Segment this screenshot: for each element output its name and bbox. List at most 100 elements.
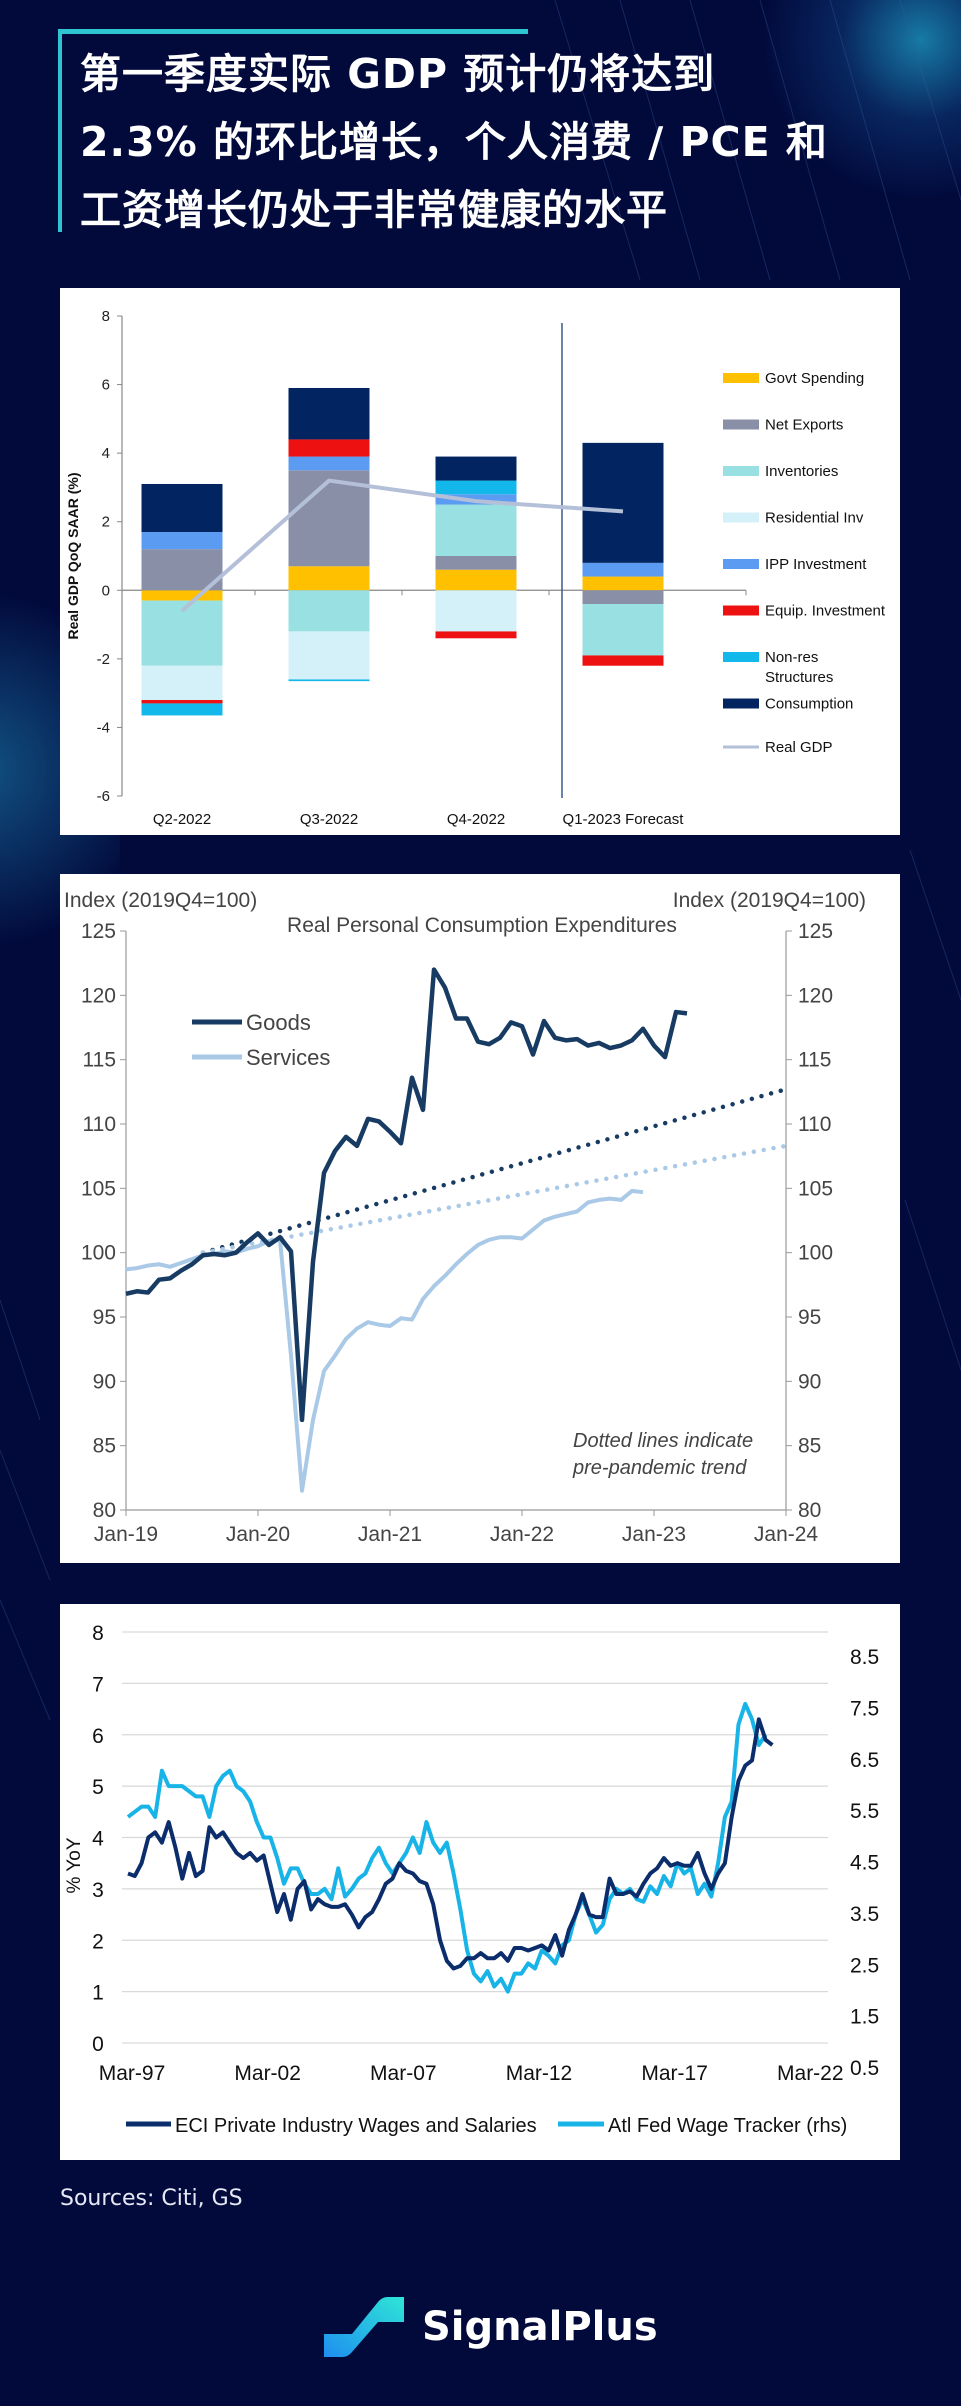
y-tick-label: 2 <box>102 514 110 531</box>
bar-segment-inventories <box>288 590 370 632</box>
bar-segment-govt-spending <box>582 576 664 591</box>
bar-segment-residential-inv <box>288 631 370 680</box>
y-tick-label-right: 100 <box>798 1242 833 1265</box>
y-tick-label-right: 1.5 <box>850 2006 879 2029</box>
bar-segment-govt-spending <box>141 590 223 601</box>
bar-segment-inventories <box>141 600 223 666</box>
legend-label-goods: Goods <box>246 1010 311 1035</box>
gdp-contributions-chart: 8 6 4 2 0 -2 -4 -6 Real GDP QoQ SAAR (%) Q2-2022 Q… <box>65 308 886 828</box>
services-line <box>125 1188 644 1493</box>
legend-swatch <box>723 512 759 523</box>
real-gdp-line <box>180 478 624 613</box>
y-tick-label-left: 7 <box>92 1673 104 1696</box>
legend-label: Govt Spending <box>765 370 864 387</box>
bar-segment-govt-spending <box>288 566 370 591</box>
legend-label: Non-res <box>765 649 818 666</box>
bar-segment-equip-investment <box>582 655 664 666</box>
y-tick-label-left: 80 <box>93 1499 116 1522</box>
bar-segment-non-res-structures <box>435 480 517 495</box>
bar-segment-net-exports <box>582 590 664 604</box>
bar-segment-ipp-investment <box>582 562 664 577</box>
y-axis-label-left: Index (2019Q4=100) <box>64 889 257 912</box>
header-accent-bar-top <box>58 29 528 34</box>
goods-line <box>125 967 688 1423</box>
y-tick-label-left: 4 <box>92 1828 104 1851</box>
legend-label-atl-fed: Atl Fed Wage Tracker (rhs) <box>608 2115 847 2137</box>
y-tick-label-right: 6.5 <box>850 1749 879 1772</box>
y-tick-label: 0 <box>102 582 110 599</box>
y-tick-label-right: 7.5 <box>850 1697 879 1720</box>
y-tick-label-right: 85 <box>798 1435 821 1458</box>
y-tick-label-right: 105 <box>798 1177 833 1200</box>
y-tick-label-right: 110 <box>798 1113 831 1136</box>
bar-segment-ipp-investment <box>141 532 223 550</box>
legend-label-services: Services <box>246 1045 330 1070</box>
legend-swatch <box>723 373 759 383</box>
header-accent-bar-left <box>58 29 62 232</box>
brand-logo: SignalPlus <box>322 2292 658 2362</box>
y-tick-label-left: 115 <box>83 1049 116 1072</box>
legend-label: IPP Investment <box>765 556 867 573</box>
bar-segment-consumption <box>582 442 664 563</box>
x-tick-label: Mar-02 <box>234 2062 301 2085</box>
y-tick-label-right: 115 <box>798 1049 831 1072</box>
bar-segment-residential-inv <box>141 665 223 700</box>
services-trend-dotted-line <box>200 1143 789 1255</box>
x-tick-label: Jan-23 <box>622 1523 686 1546</box>
y-tick-label-left: 110 <box>83 1113 116 1136</box>
y-tick-label-left: 120 <box>81 984 116 1007</box>
y-axis-label-right: Index (2019Q4=100) <box>673 889 866 912</box>
bar-segment-consumption <box>435 456 517 481</box>
y-axis-label: Real GDP QoQ SAAR (%) <box>65 473 81 640</box>
x-tick-label: Jan-22 <box>490 1523 554 1546</box>
bar-segment-non-res-structures <box>141 703 223 716</box>
legend-label-eci: ECI Private Industry Wages and Salaries <box>175 2115 537 2137</box>
x-tick-label: Q3-2022 <box>300 811 358 828</box>
legend-label: Real GDP <box>765 739 833 756</box>
page-title-line-2: 2.3% 的环比增长，个人消费 / PCE 和 <box>80 118 828 166</box>
y-tick-label-right: 0.5 <box>850 2057 879 2080</box>
bar-segment-equip-investment <box>435 631 517 639</box>
real-pce-chart: 125 125 120 120 115 115 110 110 105 105 100 100 95 95… <box>64 889 866 1546</box>
y-tick-label-left: 6 <box>92 1725 104 1748</box>
bar-segment-ipp-investment <box>288 456 370 471</box>
sources-note: Sources: Citi, GS <box>60 2186 243 2211</box>
atl-fed-wage-tracker-line <box>126 1701 768 1994</box>
bar-segment-net-exports <box>435 556 517 570</box>
legend-label: Consumption <box>765 696 853 713</box>
x-tick-label: Mar-12 <box>506 2062 573 2085</box>
x-tick-label: Jan-20 <box>226 1523 290 1546</box>
bar-segment-residential-inv <box>435 590 517 632</box>
y-tick-label-right: 2.5 <box>850 1954 879 1977</box>
x-tick-label: Jan-24 <box>754 1523 819 1546</box>
x-tick-label: Jan-19 <box>94 1523 158 1546</box>
legend-swatch <box>723 419 759 430</box>
y-tick-label-right: 5.5 <box>850 1800 879 1823</box>
bar-segment-inventories <box>435 504 517 556</box>
page-title-line-1: 第一季度实际 GDP 预计仍将达到 <box>80 50 716 98</box>
gdp-contributions-chart-panel: 8 6 4 2 0 -2 -4 -6 Real GDP QoQ SAAR (%) Q2-2022 Q… <box>60 288 900 835</box>
y-tick-label-right: 95 <box>798 1306 821 1329</box>
legend-swatch <box>723 605 759 616</box>
page-title: 第一季度实际 GDP 预计仍将达到 2.3% 的环比增长，个人消费 / PCE … <box>80 40 880 244</box>
bar-segment-consumption <box>141 484 223 532</box>
x-tick-label: Q2-2022 <box>153 811 211 828</box>
y-tick-label-left: 85 <box>93 1435 116 1458</box>
legend-swatch <box>723 466 759 476</box>
y-tick-label: -6 <box>97 788 110 805</box>
x-tick-label: Mar-17 <box>641 2062 708 2085</box>
x-tick-label: Q1-2023 Forecast <box>563 811 685 828</box>
y-tick-label-left: 105 <box>81 1177 116 1200</box>
y-tick-label-right: 3.5 <box>850 1903 879 1926</box>
x-tick-label: Jan-21 <box>358 1523 422 1546</box>
legend-swatch <box>723 698 759 709</box>
bar-segment-inventories <box>582 604 664 656</box>
y-tick-label-right: 120 <box>798 984 833 1007</box>
x-tick-label: Mar-07 <box>370 2062 437 2085</box>
annotation-line-2: pre-pandemic trend <box>572 1457 747 1479</box>
real-pce-chart-panel: 125 125 120 120 115 115 110 110 105 105 100 100 95 95… <box>60 874 900 1563</box>
annotation-line-1: Dotted lines indicate <box>573 1430 753 1452</box>
y-tick-label: -4 <box>97 719 110 736</box>
bar-segment-net-exports <box>141 549 223 591</box>
